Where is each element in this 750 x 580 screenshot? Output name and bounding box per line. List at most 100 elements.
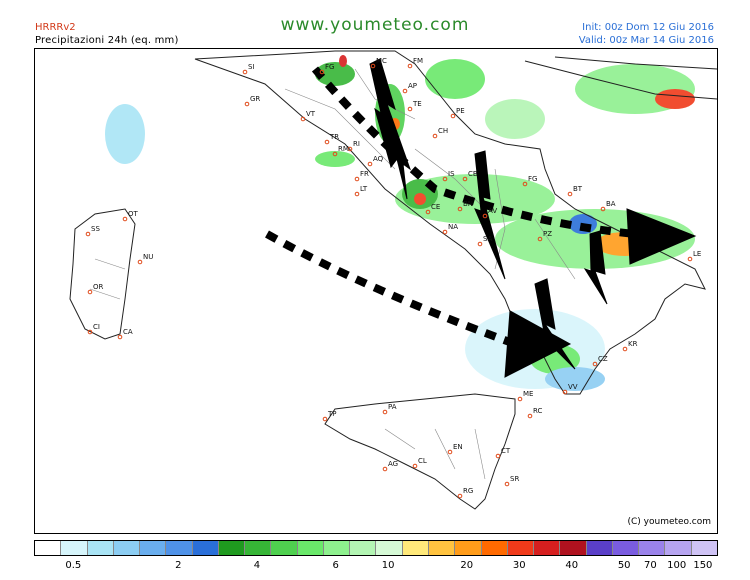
city-label: RG <box>463 487 473 495</box>
legend-swatch <box>297 541 324 555</box>
legend-swatch <box>350 541 377 555</box>
legend-swatch <box>691 541 717 555</box>
city-dot <box>242 69 248 75</box>
website-link[interactable]: www.youmeteo.com <box>280 15 470 35</box>
legend-swatch <box>323 541 351 555</box>
city-dot <box>407 63 413 69</box>
city-label: CL <box>418 457 427 465</box>
city-dot <box>447 449 453 455</box>
city-label: AG <box>388 460 398 468</box>
legend-swatch <box>507 541 535 555</box>
legend-swatch <box>87 541 114 555</box>
city-label: TE <box>412 100 422 108</box>
legend-tick-label: 2 <box>175 560 182 571</box>
legend-swatch <box>35 541 62 555</box>
city-label: AQ <box>373 155 384 163</box>
city-label: CT <box>501 447 511 455</box>
legend-tick-label: 0.5 <box>65 560 82 571</box>
city-label: FG <box>325 63 334 71</box>
legend-tick-label: 4 <box>253 560 261 571</box>
city-label: CI <box>93 323 100 331</box>
legend-swatch <box>665 541 692 555</box>
city-label: VT <box>306 110 316 118</box>
city-dot <box>442 176 448 182</box>
legend-swatch <box>481 541 508 555</box>
city-label: BT <box>573 185 583 193</box>
valid-time: Valid: 00z Mar 14 Giu 2016 <box>578 35 714 46</box>
coastlines <box>69 50 717 510</box>
city-dot <box>322 416 328 422</box>
city-label: SI <box>248 63 255 71</box>
city-dot <box>442 229 448 235</box>
city-dot <box>495 453 501 459</box>
city-label: SS <box>91 225 100 233</box>
city-dot <box>592 361 598 367</box>
city-label: MC <box>376 57 387 65</box>
city-label: TP <box>327 410 337 418</box>
city-dot <box>370 63 376 69</box>
city-label: NA <box>448 223 458 231</box>
city-dot <box>367 161 373 167</box>
color-scale-ticks: 0.5 2 4 6 10 20 30 40 50 70 100 150 <box>34 560 716 574</box>
city-dot <box>137 259 143 265</box>
city-dot <box>402 88 408 94</box>
legend-swatch <box>428 541 456 555</box>
legend-swatch <box>402 541 429 555</box>
city-label: AP <box>408 82 417 90</box>
legend-tick-label: 100 <box>667 560 687 571</box>
legend-swatch <box>113 541 141 555</box>
legend-swatch <box>639 541 666 555</box>
city-label: RC <box>533 407 543 415</box>
city-dot <box>122 216 128 222</box>
city-dot <box>117 334 123 340</box>
city-label: GR <box>250 95 260 103</box>
init-time: Init: 00z Dom 12 Giu 2016 <box>582 22 714 33</box>
city-dot <box>522 181 528 187</box>
city-dot <box>319 69 325 75</box>
legend-swatch <box>218 541 246 555</box>
city-dot <box>332 151 338 157</box>
city-dot <box>600 206 606 212</box>
legend-swatch <box>534 541 561 555</box>
city-dot <box>354 191 360 197</box>
city-dot <box>527 413 533 419</box>
city-label: OR <box>93 283 104 291</box>
legend-swatch <box>271 541 298 555</box>
precipitation-field <box>105 55 695 391</box>
city-dot <box>300 116 306 122</box>
city-dot <box>622 346 628 352</box>
legend-tick-label: 30 <box>512 560 526 571</box>
city-dot <box>504 481 510 487</box>
map-copyright: (C) youmeteo.com <box>627 517 711 527</box>
city-label: SA <box>483 235 493 243</box>
city-label: NU <box>143 253 153 261</box>
city-dot <box>87 289 93 295</box>
city-label: BA <box>606 200 616 208</box>
storm-track-arrows <box>265 58 697 378</box>
legend-swatch <box>140 541 167 555</box>
city-dot <box>687 256 693 262</box>
city-label: OT <box>128 210 139 218</box>
city-dot <box>537 236 543 242</box>
precipitation-map[interactable]: SI GR FG MC FM AP TE PE CH VT TR RI AQ RM FR LT IS CB FG CE… <box>34 48 718 534</box>
city-label: IS <box>448 170 455 178</box>
region-borders <box>89 68 576 480</box>
city-label: SR <box>510 475 519 483</box>
map-canvas: SI GR FG MC FM AP TE PE CH VT TR RI AQ RM FR LT IS CB FG CE… <box>69 50 717 510</box>
city-dot <box>457 206 463 212</box>
city-dot <box>432 133 438 139</box>
legend-tick-label: 6 <box>332 560 339 571</box>
city-dot <box>354 176 360 182</box>
city-dot <box>85 231 91 237</box>
legend-swatch <box>560 541 587 555</box>
city-label: PA <box>388 403 397 411</box>
city-label: FG <box>528 175 537 183</box>
city-label: FR <box>360 170 369 178</box>
city-label: CH <box>438 127 448 135</box>
legend-swatch <box>245 541 272 555</box>
product-title: Precipitazioni 24h (eq. mm) <box>35 35 179 46</box>
city-markers: SI GR FG MC FM AP TE PE CH VT TR RI AQ RM FR LT IS CB FG CE… <box>85 57 701 499</box>
city-dot <box>450 113 456 119</box>
legend-swatch <box>612 541 640 555</box>
legend-swatch <box>586 541 613 555</box>
